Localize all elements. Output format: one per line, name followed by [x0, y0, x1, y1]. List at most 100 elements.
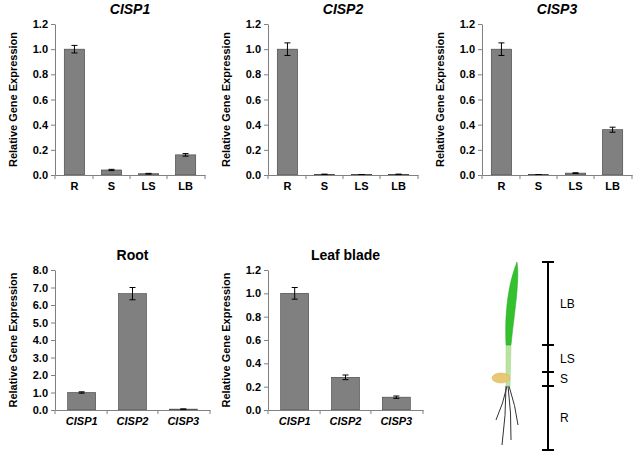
y-tick: 1.0 — [460, 43, 482, 55]
bar — [277, 49, 297, 175]
tick-mark — [51, 74, 55, 75]
tick-label: 0.2 — [246, 144, 261, 156]
axis-title: Relative Gene Expression — [7, 272, 19, 407]
axis-title: Relative Gene Expression — [220, 32, 232, 167]
tick-mark — [264, 270, 268, 271]
tick-label: 7.0 — [33, 282, 48, 294]
y-tick: 0.6 — [460, 94, 482, 106]
category-separator — [210, 410, 211, 414]
tick-mark — [478, 150, 482, 151]
category-separator — [519, 175, 520, 179]
seed — [492, 373, 510, 383]
category-separator — [305, 175, 306, 179]
error-cap — [180, 408, 186, 409]
error-bar — [498, 43, 504, 56]
tick-label: 0.4 — [460, 119, 476, 131]
marks — [68, 288, 198, 411]
category-separator — [423, 410, 424, 414]
y-tick: 4.0 — [33, 334, 55, 346]
tick-label: 3.0 — [33, 352, 48, 364]
tick-label: 1.2 — [33, 18, 48, 30]
x-tick: S — [321, 175, 328, 192]
y-tick: 1.2 — [246, 264, 268, 276]
bar — [169, 409, 197, 410]
tick-label: 0.0 — [33, 404, 48, 416]
axis-line — [56, 410, 211, 411]
tick-label: 1.2 — [246, 18, 261, 30]
panel: 0.00.20.40.60.81.01.2RSLSLBCISP1Relative… — [7, 1, 206, 192]
y-tick: 0.2 — [33, 144, 55, 156]
tick-label: 1.2 — [460, 18, 475, 30]
x-tick: CISP1 — [66, 410, 98, 427]
bar — [332, 377, 360, 410]
bar — [351, 174, 371, 175]
y-axis: 0.01.02.03.04.05.06.07.08.0 — [33, 264, 56, 416]
figure: 0.00.20.40.60.81.01.2RSLSLBCISP1Relative… — [0, 0, 642, 461]
tick-label: CISP3 — [380, 415, 412, 427]
tick-label: 0.2 — [246, 381, 261, 393]
tick-label: 0.0 — [246, 404, 261, 416]
tick-label: S — [321, 180, 328, 192]
tick-label: CISP3 — [167, 415, 199, 427]
y-tick: 1.0 — [246, 287, 268, 299]
category-separator — [370, 410, 371, 414]
error-cap — [130, 299, 136, 300]
tick-label: R — [497, 180, 505, 192]
x-tick: R — [283, 175, 291, 192]
tick-mark — [264, 150, 268, 151]
segment-label: R — [560, 411, 569, 425]
y-tick: 6.0 — [33, 299, 55, 311]
error-cap — [610, 127, 616, 128]
bar — [101, 170, 121, 175]
bar — [528, 174, 548, 175]
error-line — [74, 45, 75, 53]
leaf-blade — [506, 262, 518, 345]
tick-label: LS — [354, 180, 368, 192]
tick-label: 0.6 — [460, 94, 475, 106]
bar — [281, 293, 309, 410]
scale-bar — [547, 262, 549, 450]
tick-mark — [264, 125, 268, 126]
y-axis: 0.00.20.40.60.81.01.2 — [33, 18, 56, 181]
panel-title: Root — [117, 247, 149, 263]
tick-mark — [51, 323, 55, 324]
y-tick: 7.0 — [33, 282, 55, 294]
tick-label: 0.0 — [460, 169, 475, 181]
scale-tick — [542, 344, 554, 346]
tick-label: R — [70, 180, 78, 192]
error-cap — [284, 42, 290, 43]
tick-label: 1.0 — [246, 287, 261, 299]
category-separator — [380, 175, 381, 179]
tick-label: 5.0 — [33, 317, 48, 329]
y-tick: 0.0 — [460, 169, 482, 181]
tick-mark — [478, 175, 482, 176]
category-separator — [167, 175, 168, 179]
y-tick: 1.0 — [246, 43, 268, 55]
tick-label: 0.2 — [460, 144, 475, 156]
error-cap — [146, 173, 152, 174]
error-bar — [343, 375, 349, 380]
y-tick: 1.2 — [246, 18, 268, 30]
tick-mark — [51, 125, 55, 126]
y-axis: 0.00.20.40.60.81.01.2 — [246, 18, 269, 181]
tick-mark — [264, 363, 268, 364]
y-tick: 0.0 — [33, 404, 55, 416]
tick-mark — [264, 293, 268, 294]
scale-tick — [542, 371, 554, 373]
bar — [388, 174, 408, 175]
error-cap — [71, 45, 77, 46]
tick-mark — [264, 387, 268, 388]
bar — [602, 130, 622, 175]
tick-label: S — [108, 180, 115, 192]
y-tick: 0.4 — [33, 119, 55, 131]
y-tick: 0.4 — [246, 357, 268, 369]
error-bar — [359, 174, 365, 175]
tick-label: 1.0 — [33, 43, 48, 55]
axis-title: Relative Gene Expression — [7, 32, 19, 167]
category-separator — [107, 410, 108, 414]
category-separator — [594, 175, 595, 179]
root — [508, 386, 511, 440]
category-separator — [482, 175, 483, 179]
error-cap — [573, 173, 579, 174]
error-bar — [321, 174, 327, 175]
